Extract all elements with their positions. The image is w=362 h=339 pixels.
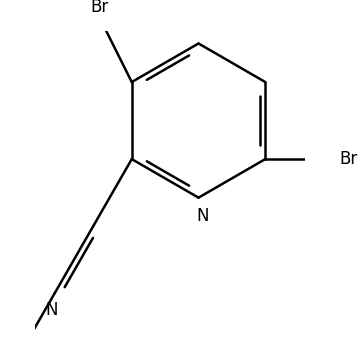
- Text: N: N: [46, 301, 58, 319]
- Text: Br: Br: [340, 150, 358, 168]
- Text: N: N: [196, 207, 209, 225]
- Text: Br: Br: [91, 0, 109, 16]
